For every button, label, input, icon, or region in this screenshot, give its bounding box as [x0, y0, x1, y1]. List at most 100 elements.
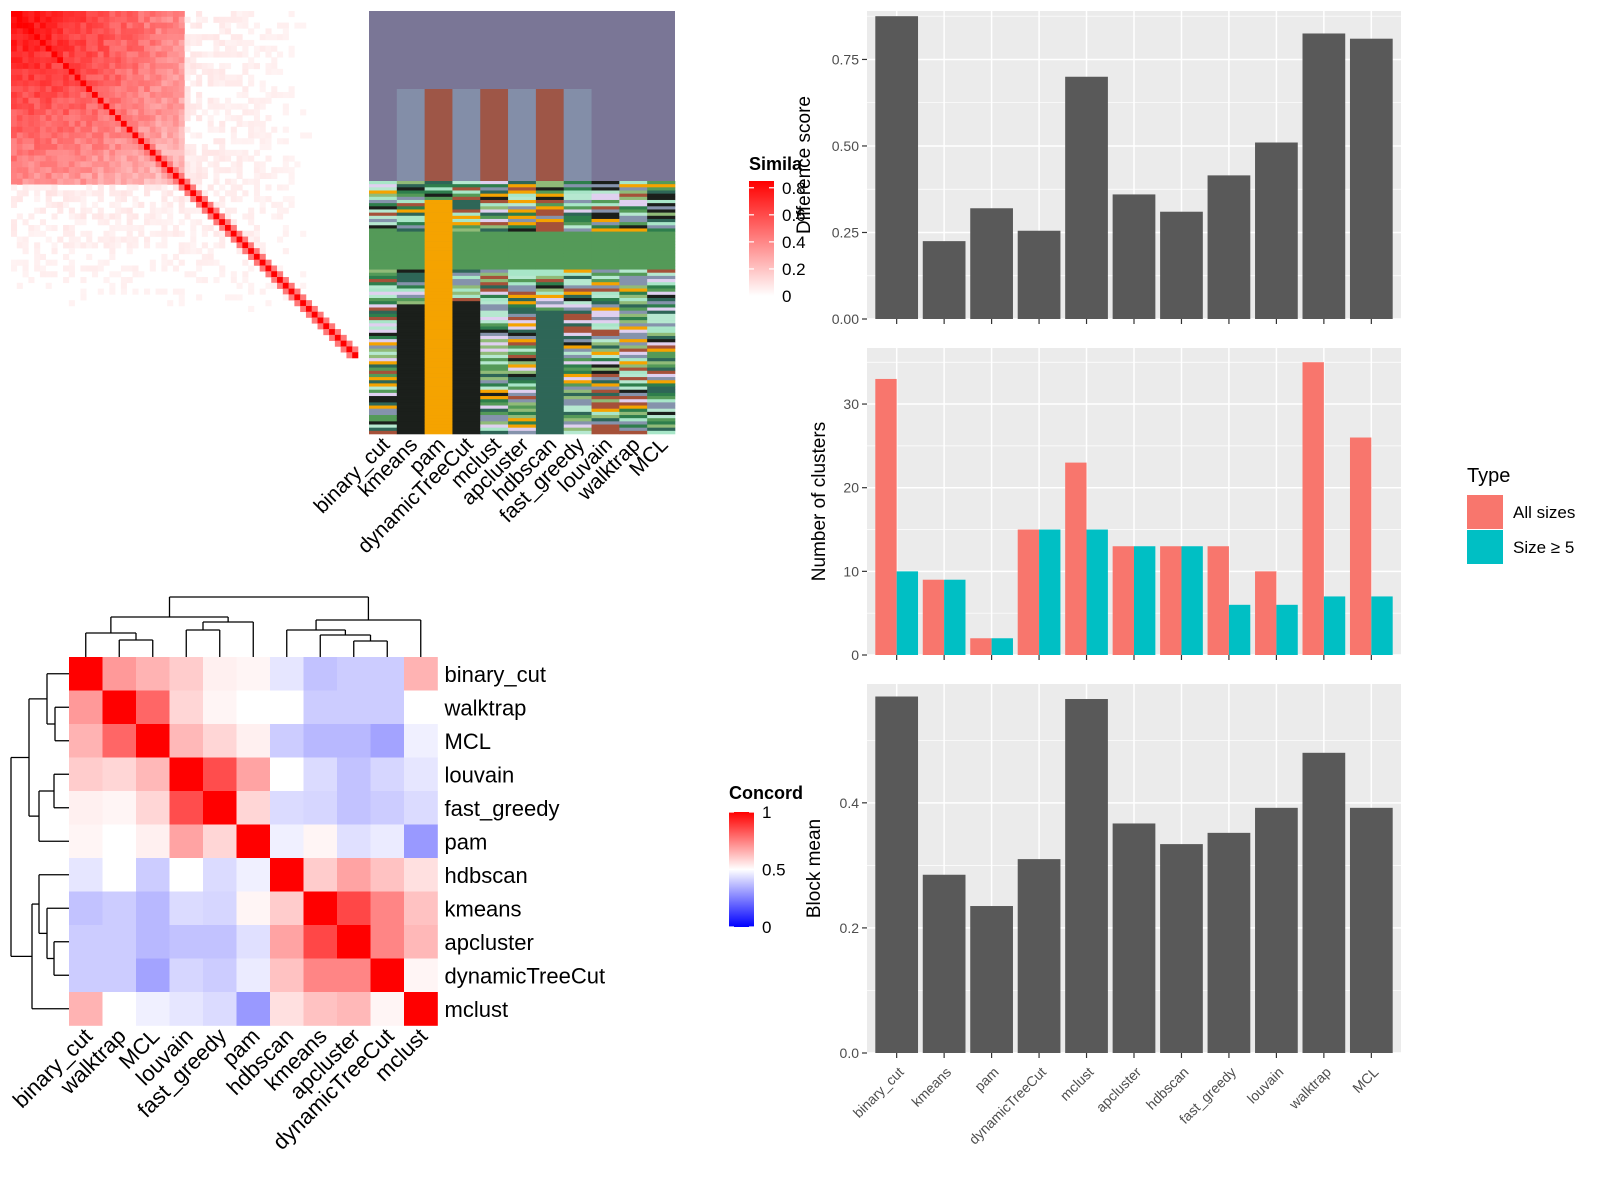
cluster-cell	[480, 256, 509, 261]
similarity-cell	[39, 34, 46, 41]
similarity-cell	[109, 63, 116, 70]
cluster-cell	[480, 184, 509, 188]
similarity-cell	[28, 91, 35, 99]
similarity-cell	[144, 80, 151, 87]
cluster-cell	[396, 181, 425, 185]
similarity-cell	[80, 155, 87, 162]
cluster-cell	[396, 358, 425, 362]
similarity-cell	[265, 138, 272, 145]
cluster-cell	[396, 215, 425, 220]
similarity-cell	[167, 34, 174, 41]
similarity-cell	[207, 115, 214, 122]
similarity-cell	[207, 51, 214, 58]
cluster-cell	[369, 298, 398, 302]
cluster-cell	[424, 279, 453, 283]
y-axis-title: Number of clusters	[809, 422, 830, 581]
concordance-cell	[236, 858, 271, 892]
bar-size5	[1086, 529, 1108, 655]
concordance-cell	[337, 657, 371, 691]
similarity-cell	[178, 97, 185, 104]
similarity-cell	[22, 120, 29, 127]
cluster-cell	[424, 260, 453, 264]
cluster-cell	[508, 354, 537, 359]
similarity-cell	[34, 230, 41, 237]
similarity-cell	[144, 126, 151, 133]
similarity-cell	[196, 190, 203, 197]
similarity-legend-tick-label: 0	[782, 287, 791, 306]
similarity-cell	[51, 103, 58, 110]
similarity-cell	[144, 115, 151, 122]
similarity-cell	[224, 28, 232, 35]
cluster-cell	[424, 383, 453, 387]
similarity-cell	[45, 224, 52, 232]
cluster-cell	[591, 421, 620, 425]
cluster-cell	[535, 250, 565, 255]
similarity-cell	[184, 144, 191, 151]
similarity-cell	[22, 271, 29, 278]
similarity-cell	[207, 213, 214, 220]
similarity-cell	[242, 120, 249, 127]
similarity-cell	[45, 138, 52, 145]
cluster-cell	[396, 335, 425, 340]
similarity-cell	[144, 22, 151, 29]
cluster-cell	[563, 389, 592, 394]
cluster-cell	[369, 313, 398, 318]
similarity-cell	[86, 16, 93, 23]
similarity-cell	[68, 126, 75, 133]
similarity-cell	[300, 300, 307, 307]
concordance-cell	[370, 690, 405, 725]
cluster-cell	[369, 285, 398, 289]
cluster-cell	[535, 193, 565, 198]
similarity-cell	[172, 45, 180, 52]
similarity-cell	[39, 74, 46, 81]
cluster-cell	[508, 405, 537, 409]
similarity-cell	[97, 68, 104, 75]
similarity-cell	[201, 68, 208, 75]
cluster-cell	[535, 386, 565, 391]
similarity-cell	[97, 155, 104, 162]
cluster-cell	[647, 279, 676, 283]
similarity-cell	[155, 86, 162, 93]
similarity-cell	[109, 138, 116, 145]
similarity-cell	[138, 149, 145, 156]
similarity-cell	[51, 51, 58, 58]
similarity-cell	[138, 167, 145, 174]
similarity-cell	[80, 68, 87, 75]
cluster-cell	[396, 209, 425, 213]
similarity-cell	[155, 184, 162, 191]
cluster-cell	[619, 250, 648, 255]
similarity-cell	[144, 68, 151, 75]
cluster-cell	[619, 373, 648, 378]
similarity-cell	[86, 115, 93, 122]
cluster-cell	[396, 339, 425, 343]
similarity-cell	[236, 115, 243, 122]
similarity-cell	[120, 178, 127, 185]
similarity-cell	[97, 138, 104, 145]
similarity-cell	[259, 34, 266, 41]
similarity-cell	[11, 132, 18, 139]
similarity-cell	[109, 16, 116, 23]
similarity-cell	[259, 253, 266, 260]
similarity-cell	[178, 11, 185, 18]
similarity-cell	[172, 178, 180, 185]
cluster-cell	[535, 222, 565, 226]
similarity-cell	[74, 132, 81, 139]
cluster-cell	[452, 231, 481, 236]
similarity-cell	[103, 236, 110, 243]
similarity-cell	[11, 86, 18, 93]
similarity-cell	[16, 242, 23, 249]
similarity-cell	[68, 57, 75, 64]
similarity-cell	[126, 138, 133, 145]
similarity-cell	[224, 103, 232, 110]
concordance-cell	[169, 858, 204, 892]
similarity-cell	[132, 178, 139, 185]
cluster-cell	[563, 209, 592, 213]
similarity-cell	[161, 219, 168, 226]
similarity-cell	[167, 63, 174, 70]
cluster-cell	[535, 323, 565, 327]
similarity-cell	[259, 80, 266, 87]
cluster-cell	[508, 373, 537, 378]
similarity-cell	[271, 63, 278, 70]
cluster-cell	[591, 212, 620, 217]
similarity-cell	[11, 63, 18, 70]
